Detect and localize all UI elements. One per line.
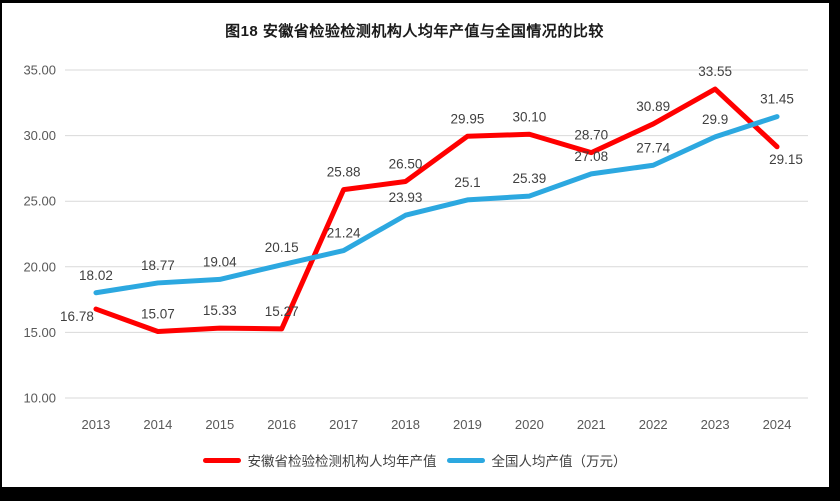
x-axis-label: 2014 (143, 417, 172, 432)
x-axis-labels: 2013 2014 2015 2016 2017 2018 2019 2020 2021 2022… (81, 417, 791, 432)
data-label: 29.95 (451, 111, 485, 126)
data-label: 15.07 (141, 306, 175, 321)
legend-label-anhui: 安徽省检验检测机构人均年产值 (247, 454, 437, 469)
y-axis-label: 35.00 (23, 63, 56, 78)
data-label: 25.39 (512, 171, 546, 186)
data-label: 23.93 (389, 190, 423, 205)
data-label: 15.33 (203, 303, 237, 318)
y-axis-label: 20.00 (23, 259, 56, 274)
y-axis-label: 15.00 (23, 325, 56, 340)
series-line-national (93, 114, 780, 296)
legend-item-national: 全国人均产值（万元） (446, 450, 627, 470)
data-label: 18.02 (79, 268, 113, 283)
data-label: 30.10 (512, 109, 546, 124)
series-line-anhui (93, 86, 780, 334)
data-label: 20.15 (265, 240, 299, 255)
x-axis-label: 2017 (329, 417, 358, 432)
y-axis-labels: 10.00 15.00 20.00 25.00 30.00 35.00 (23, 63, 56, 406)
x-axis-label: 2022 (639, 417, 668, 432)
data-label: 27.74 (636, 140, 670, 155)
data-label: 18.77 (141, 258, 175, 273)
x-axis-label: 2020 (515, 417, 544, 432)
data-label: 25.1 (454, 175, 480, 190)
gridlines (65, 69, 808, 399)
data-label: 26.50 (389, 157, 423, 172)
legend-item-anhui: 安徽省检验检测机构人均年产值 (202, 450, 437, 470)
x-axis-label: 2021 (577, 417, 606, 432)
legend-label-national: 全国人均产值（万元） (491, 454, 627, 469)
legend-line-red-icon (202, 457, 241, 463)
data-label: 15.27 (265, 304, 299, 319)
x-axis-label: 2024 (763, 417, 792, 432)
x-axis-label: 2023 (701, 417, 730, 432)
data-label: 27.08 (574, 149, 608, 164)
chart-legend: 安徽省检验检测机构人均年产值 全国人均产值（万元） (0, 450, 829, 470)
page-border-bottom (0, 487, 840, 501)
legend-line-blue-icon (446, 457, 485, 463)
data-label: 16.78 (60, 309, 94, 324)
y-axis-label: 10.00 (23, 391, 56, 406)
chart-title: 图18 安徽省检验检测机构人均年产值与全国情况的比较 (225, 23, 604, 40)
page-border-top (0, 0, 840, 3)
page-border-left (0, 0, 2, 501)
y-axis-label: 25.00 (23, 194, 56, 209)
x-axis-label: 2015 (205, 417, 234, 432)
x-axis-label: 2018 (391, 417, 420, 432)
data-label: 28.70 (574, 128, 608, 143)
page-border-right (829, 0, 840, 501)
y-axis-label: 30.00 (23, 128, 56, 143)
x-axis-label: 2016 (267, 417, 296, 432)
data-labels-anhui: 16.78 15.07 15.33 15.27 25.88 26.50 29.95 30.10… (60, 64, 803, 324)
data-label: 33.55 (698, 64, 732, 79)
data-labels-national: 18.02 18.77 19.04 20.15 21.24 23.93 25.1 25.39 2… (79, 92, 794, 283)
data-label: 29.15 (769, 152, 803, 167)
x-axis-label: 2019 (453, 417, 482, 432)
data-label: 31.45 (760, 92, 794, 107)
data-label: 21.24 (327, 226, 361, 241)
x-axis-label: 2013 (81, 417, 110, 432)
data-label: 30.89 (636, 99, 670, 114)
data-label: 19.04 (203, 254, 237, 269)
data-label: 29.9 (702, 112, 728, 127)
data-label: 25.88 (327, 165, 361, 180)
